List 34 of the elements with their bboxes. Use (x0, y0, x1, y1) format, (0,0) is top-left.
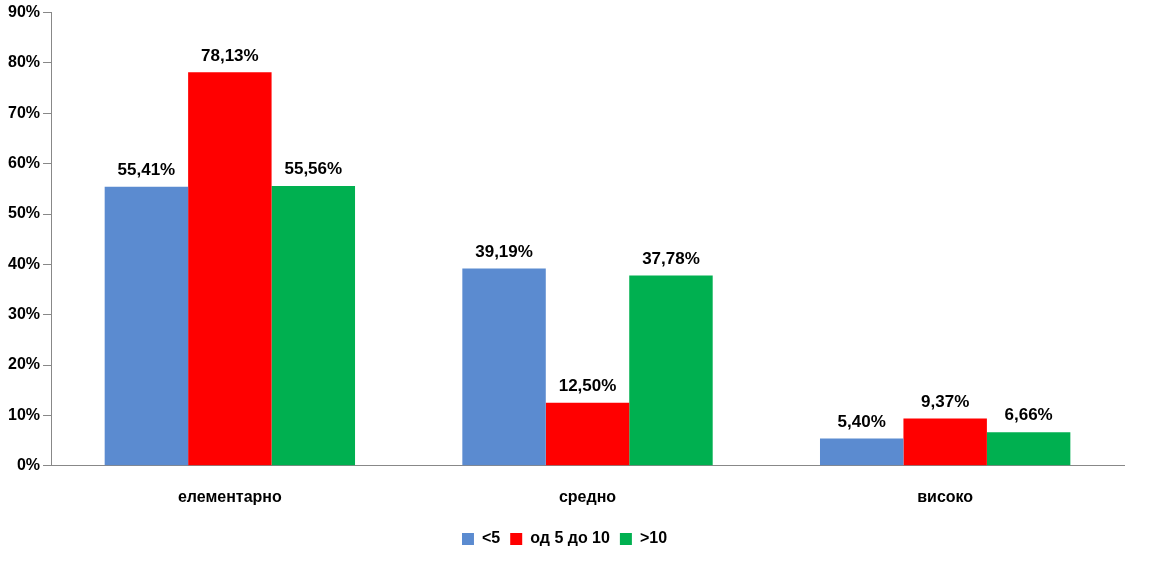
data-label: 55,41% (117, 159, 176, 179)
bar (629, 275, 713, 466)
data-label: 78,13% (201, 45, 259, 65)
legend-label: >10 (639, 529, 668, 547)
x-tick-label: високо (917, 487, 974, 505)
x-tick-label: елементарно (177, 487, 283, 505)
y-tick-label: 20% (7, 355, 41, 373)
y-tick-label: 70% (7, 103, 41, 121)
legend-label: <5 (481, 529, 501, 547)
y-tick-label: 50% (7, 204, 41, 222)
data-label: 9,37% (921, 391, 970, 411)
y-tick-label: 0% (16, 456, 41, 474)
bar (188, 72, 272, 466)
bar (819, 438, 904, 466)
y-tick-label: 30% (7, 305, 41, 323)
data-label: 6,66% (1004, 405, 1053, 425)
y-tick-label: 90% (7, 3, 41, 21)
y-tick-label: 80% (7, 53, 41, 71)
bar (104, 186, 189, 466)
y-tick-label: 40% (7, 254, 41, 272)
legend-label: од 5 до 10 (530, 529, 610, 547)
bar (986, 432, 1071, 466)
bar (462, 268, 546, 466)
data-label: 37,78% (642, 248, 700, 268)
y-tick-label: 10% (7, 405, 41, 423)
bar (271, 186, 356, 466)
x-tick-label: средно (558, 487, 617, 505)
data-label: 12,50% (558, 376, 617, 396)
bar (903, 418, 987, 466)
y-tick-label: 60% (7, 154, 41, 172)
data-label: 39,19% (475, 241, 533, 261)
data-label: 5,40% (837, 411, 886, 431)
bar (545, 402, 630, 466)
data-label: 55,56% (284, 159, 343, 179)
